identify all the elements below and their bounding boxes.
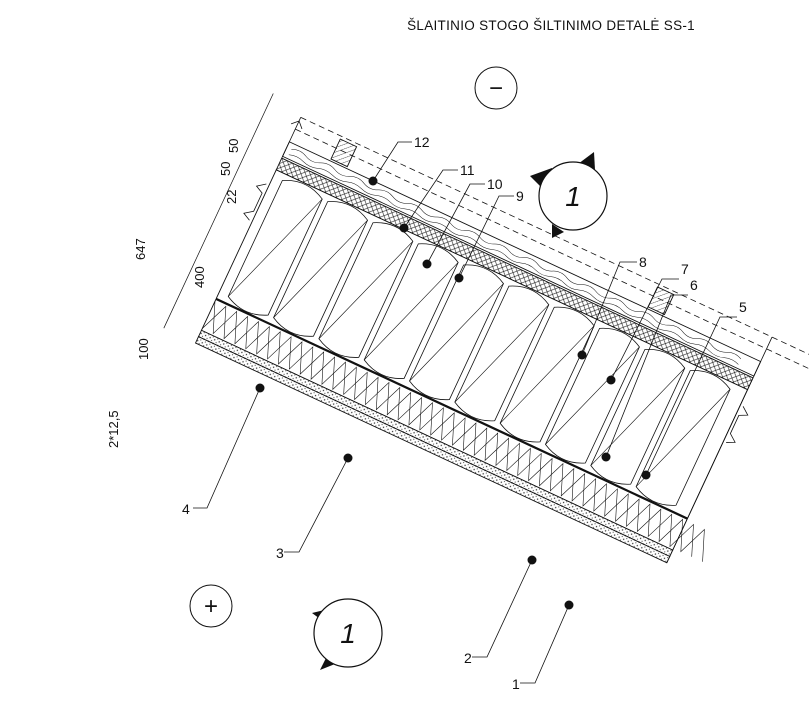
dimension-labels: 647 50 50 22 400 100 2*12,5	[106, 139, 241, 448]
inner-zone-symbol: +	[189, 584, 233, 628]
outer-zone-symbol: −	[474, 66, 518, 110]
callout-8: 8	[639, 254, 647, 270]
section-marker-top-number: 1	[565, 181, 581, 212]
callout-5: 5	[739, 299, 747, 315]
dim-50a: 50	[218, 162, 233, 176]
callout-6: 6	[690, 277, 698, 293]
dim-2x12-5: 2*12,5	[106, 410, 121, 448]
vapour-barrier	[215, 297, 688, 520]
counter-batten-1	[330, 138, 358, 168]
callout-3: 3	[276, 545, 284, 561]
dim-22: 22	[224, 190, 239, 204]
outer-zone-sign: −	[489, 75, 503, 102]
callout-labels: 1 2 3 4 5 6 7 8 9 10 11 12	[182, 134, 747, 692]
section-marker-bottom: 1	[312, 598, 383, 670]
drawing-title: ŠLAITINIO STOGO ŠILTINIMO DETALĖ SS-1	[407, 18, 695, 33]
dim-647: 647	[133, 238, 148, 260]
callout-dots	[255, 176, 651, 610]
callout-12: 12	[414, 134, 430, 150]
callout-9: 9	[516, 188, 524, 204]
dim-100: 100	[136, 338, 151, 360]
roof-section	[163, 93, 809, 564]
callout-10: 10	[487, 176, 503, 192]
callout-2: 2	[464, 650, 472, 666]
section-marker-bottom-number: 1	[340, 618, 356, 649]
callout-7: 7	[681, 261, 689, 277]
callout-4: 4	[182, 501, 190, 517]
callout-1: 1	[512, 676, 520, 692]
dimension-line	[163, 93, 274, 329]
section-marker-top: 1	[530, 152, 608, 238]
roofing-dashed-line	[300, 116, 809, 368]
dim-400: 400	[192, 266, 207, 288]
callout-11: 11	[460, 162, 475, 178]
dim-50b: 50	[226, 139, 241, 153]
callout-leaders	[193, 141, 737, 684]
counter-batten-2	[647, 286, 675, 316]
inner-zone-sign: +	[204, 593, 218, 620]
roofing-dashed-line-2	[295, 128, 809, 379]
